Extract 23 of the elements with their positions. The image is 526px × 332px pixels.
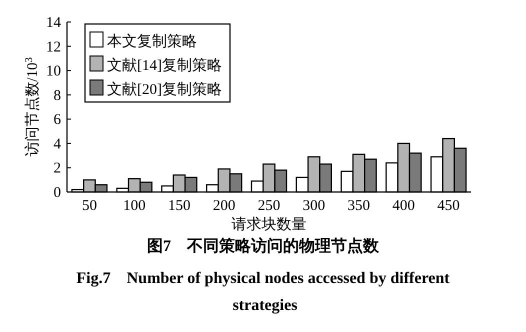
- legend-label: 文献[20]复制策略: [107, 81, 222, 98]
- y-tick-label: 4: [54, 136, 62, 152]
- y-tick-label: 10: [46, 64, 61, 80]
- x-tick-label: 300: [302, 198, 326, 214]
- y-tick-label: 14: [46, 15, 62, 31]
- x-tick-label: 250: [258, 198, 280, 214]
- x-axis-title: 请求块数量: [232, 216, 306, 233]
- legend-label: 本文复制策略: [107, 33, 197, 50]
- y-tick-label: 6: [54, 112, 62, 128]
- y-tick-label: 8: [54, 88, 61, 104]
- x-tick-label: 450: [437, 198, 460, 214]
- y-tick-label: 12: [46, 39, 61, 56]
- x-tick-label: 150: [168, 198, 190, 214]
- x-tick-label: 200: [212, 198, 236, 214]
- legend-label: 文献[14]复制策略: [107, 57, 222, 74]
- y-tick-label: 0: [54, 185, 61, 201]
- x-tick-label: 100: [123, 198, 146, 214]
- text: 图7 不同策略访问的物理节点数: [147, 236, 380, 255]
- x-tick-label: 350: [348, 198, 370, 214]
- y-tick-label: 2: [54, 160, 61, 177]
- x-tick-label: 50: [82, 198, 97, 214]
- text: Fig.7 Number of physical nodes accessed by different strategies: [76, 270, 450, 314]
- x-tick-label: 400: [392, 198, 415, 214]
